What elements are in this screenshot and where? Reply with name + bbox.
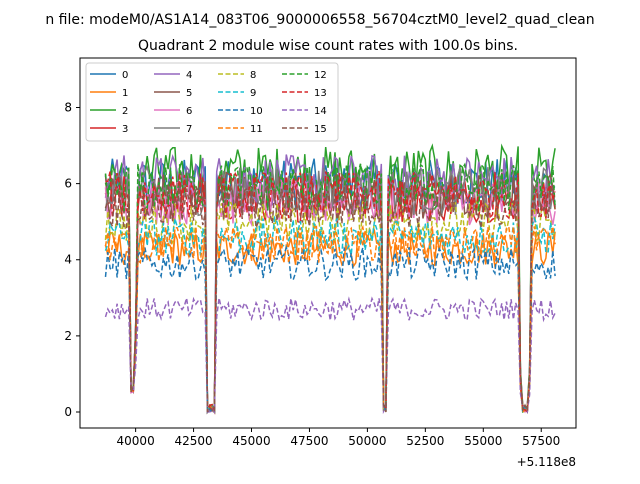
legend-box xyxy=(85,62,339,142)
legend-label-12: 12 xyxy=(314,70,327,81)
plot-frame xyxy=(79,57,577,429)
x-tick-label-5: 52500 xyxy=(406,434,444,448)
series-line-9 xyxy=(104,215,556,415)
series-line-15 xyxy=(104,182,556,414)
legend-label-2: 2 xyxy=(122,106,128,117)
legend-label-11: 11 xyxy=(250,124,263,135)
legend-label-10: 10 xyxy=(250,106,263,117)
axis-ticks: 40000 42500 45000 47500 50000 52500 55000 57500… xyxy=(64,100,560,448)
series-line-14 xyxy=(104,296,556,415)
legend-label-1: 1 xyxy=(122,88,128,99)
legend-label-14: 14 xyxy=(314,106,327,117)
y-tick-label-0: 0 xyxy=(64,405,72,419)
legend-label-3: 3 xyxy=(122,124,128,135)
legend-label-0: 0 xyxy=(122,70,128,81)
legend-label-5: 5 xyxy=(186,88,192,99)
legend-label-15: 15 xyxy=(314,124,327,135)
series-line-6 xyxy=(104,178,556,415)
series-lines xyxy=(104,143,556,415)
legend-label-13: 13 xyxy=(314,88,327,99)
x-tick-label-1: 42500 xyxy=(174,434,212,448)
suptitle: n file: modeM0/AS1A14_083T06_9000006558_… xyxy=(45,12,594,28)
legend-label-6: 6 xyxy=(186,106,192,117)
y-tick-label-4: 8 xyxy=(64,100,72,114)
y-tick-label-3: 6 xyxy=(64,177,72,191)
legend-label-4: 4 xyxy=(186,70,192,81)
x-tick-label-7: 57500 xyxy=(522,434,560,448)
x-tick-label-2: 45000 xyxy=(232,434,270,448)
legend-label-9: 9 xyxy=(250,88,256,99)
legend-label-8: 8 xyxy=(250,70,256,81)
x-tick-label-4: 50000 xyxy=(348,434,386,448)
y-tick-label-2: 4 xyxy=(64,253,72,267)
series-line-10 xyxy=(104,244,556,415)
x-tick-label-6: 55000 xyxy=(464,434,502,448)
x-offset-label: +5.118e8 xyxy=(517,455,576,469)
x-tick-label-3: 47500 xyxy=(290,434,328,448)
legend-label-7: 7 xyxy=(186,124,192,135)
x-tick-label-0: 40000 xyxy=(117,434,155,448)
y-tick-label-1: 2 xyxy=(64,329,72,343)
series-line-12 xyxy=(104,160,556,415)
chart-title: Quadrant 2 module wise count rates with … xyxy=(138,38,518,54)
